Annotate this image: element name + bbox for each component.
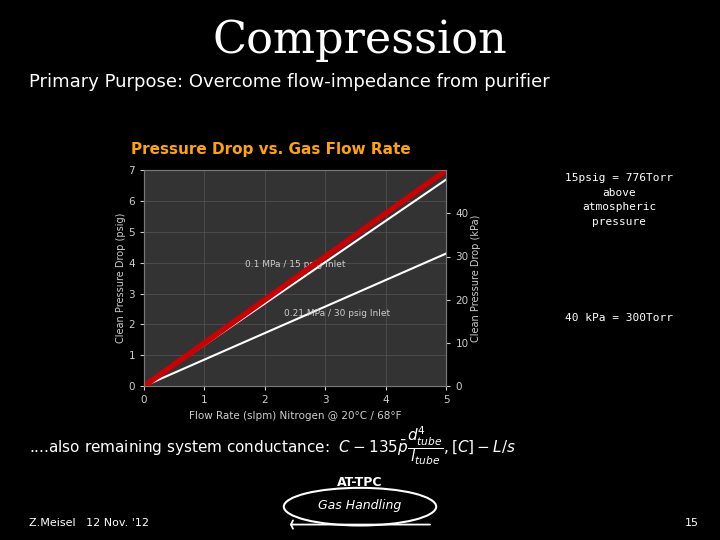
Text: Z.Meisel   12 Nov. '12: Z.Meisel 12 Nov. '12 <box>29 518 149 528</box>
Text: Primary Purpose: Overcome flow-impedance from purifier: Primary Purpose: Overcome flow-impedance… <box>29 73 549 91</box>
Text: Gas Handling: Gas Handling <box>318 499 402 512</box>
Y-axis label: Clean Pressure Drop (psig): Clean Pressure Drop (psig) <box>116 213 125 343</box>
Y-axis label: Clean Pressure Drop (kPa): Clean Pressure Drop (kPa) <box>472 214 482 342</box>
Text: Pressure Drop vs. Gas Flow Rate: Pressure Drop vs. Gas Flow Rate <box>131 141 411 157</box>
Text: 0.21 MPa / 30 psig Inlet: 0.21 MPa / 30 psig Inlet <box>284 309 390 318</box>
X-axis label: Flow Rate (slpm) Nitrogen @ 20°C / 68°F: Flow Rate (slpm) Nitrogen @ 20°C / 68°F <box>189 411 402 421</box>
Text: ....also remaining system conductance:  $C-135\bar{p}\dfrac{d_{tube}^{4}}{l_{tub: ....also remaining system conductance: $… <box>29 424 516 467</box>
Text: 40 kPa = 300Torr: 40 kPa = 300Torr <box>565 313 673 323</box>
Text: 15: 15 <box>685 518 698 528</box>
Text: 0.1 MPa / 15 psig Inlet: 0.1 MPa / 15 psig Inlet <box>245 260 346 269</box>
Text: Compression: Compression <box>212 19 508 62</box>
Text: 15psig = 776Torr
above
atmospheric
pressure: 15psig = 776Torr above atmospheric press… <box>565 173 673 227</box>
Text: AT-TPC: AT-TPC <box>337 476 383 489</box>
